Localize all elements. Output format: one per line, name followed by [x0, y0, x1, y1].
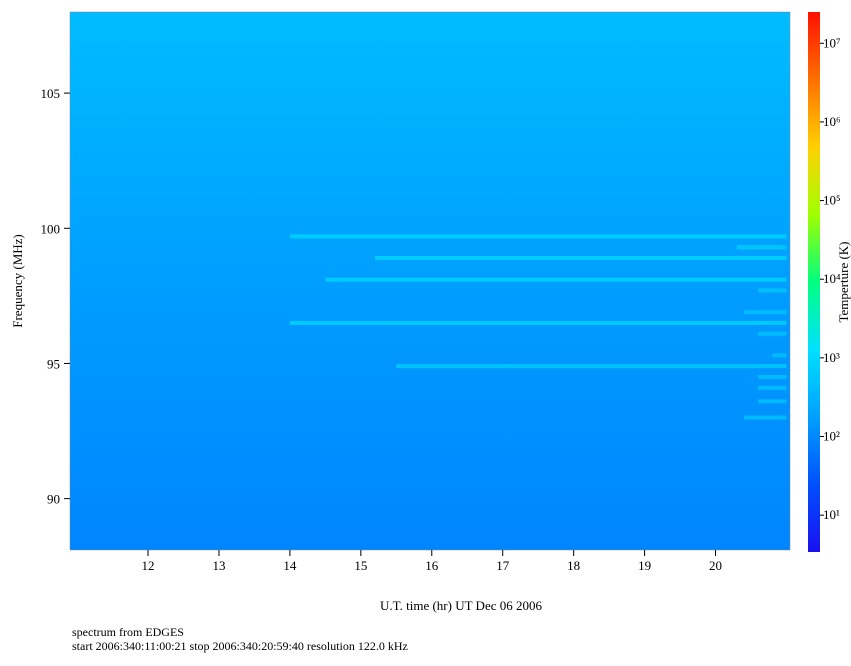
y-tick-label: 90 [47, 492, 60, 507]
emission-line [736, 245, 787, 250]
x-tick-label: 20 [709, 558, 722, 573]
emission-line [375, 256, 787, 261]
emission-line [289, 320, 787, 325]
emission-line [289, 234, 787, 239]
emission-line [758, 374, 787, 379]
emission-line [758, 385, 787, 390]
plot-frame [69, 11, 791, 551]
x-tick-label: 15 [354, 558, 367, 573]
note: spectrum from EDGES [72, 625, 184, 639]
x-tick-label: 16 [425, 558, 439, 573]
emission-line [396, 364, 787, 369]
x-tick-label: 19 [638, 558, 651, 573]
emission-line [743, 415, 787, 420]
emission-line [758, 331, 787, 336]
x-tick-label: 13 [212, 558, 225, 573]
note: start 2006:340:11:00:21 stop 2006:340:20… [72, 639, 408, 653]
y-tick-label: 95 [47, 356, 60, 371]
x-tick-label: 14 [283, 558, 297, 573]
x-tick-label: 17 [496, 558, 510, 573]
plot-area [70, 12, 790, 550]
emission-line [772, 353, 787, 358]
colorbar-label: Temperture (K) [836, 241, 851, 322]
colorbar-tick-label: 10² [823, 429, 840, 444]
colorbar-tick-label: 10⁷ [823, 35, 841, 50]
colorbar [808, 12, 820, 552]
y-tick-label: 100 [41, 221, 61, 236]
emission-line [743, 310, 787, 315]
colorbar-tick-label: 10⁴ [823, 271, 841, 286]
x-tick-label: 18 [567, 558, 580, 573]
y-tick-label: 105 [41, 86, 61, 101]
x-tick-label: 12 [142, 558, 155, 573]
x-axis-label: U.T. time (hr) UT Dec 06 2006 [380, 598, 542, 613]
emission-line [758, 399, 787, 404]
colorbar-tick-label: 10⁵ [823, 193, 841, 208]
y-axis-label: Frequency (MHz) [10, 234, 25, 328]
colorbar-tick-label: 10¹ [823, 507, 840, 522]
colorbar-tick-label: 10³ [823, 350, 840, 365]
emission-line [325, 277, 787, 282]
colorbar-tick-label: 10⁶ [823, 114, 841, 129]
emission-line [758, 288, 787, 293]
